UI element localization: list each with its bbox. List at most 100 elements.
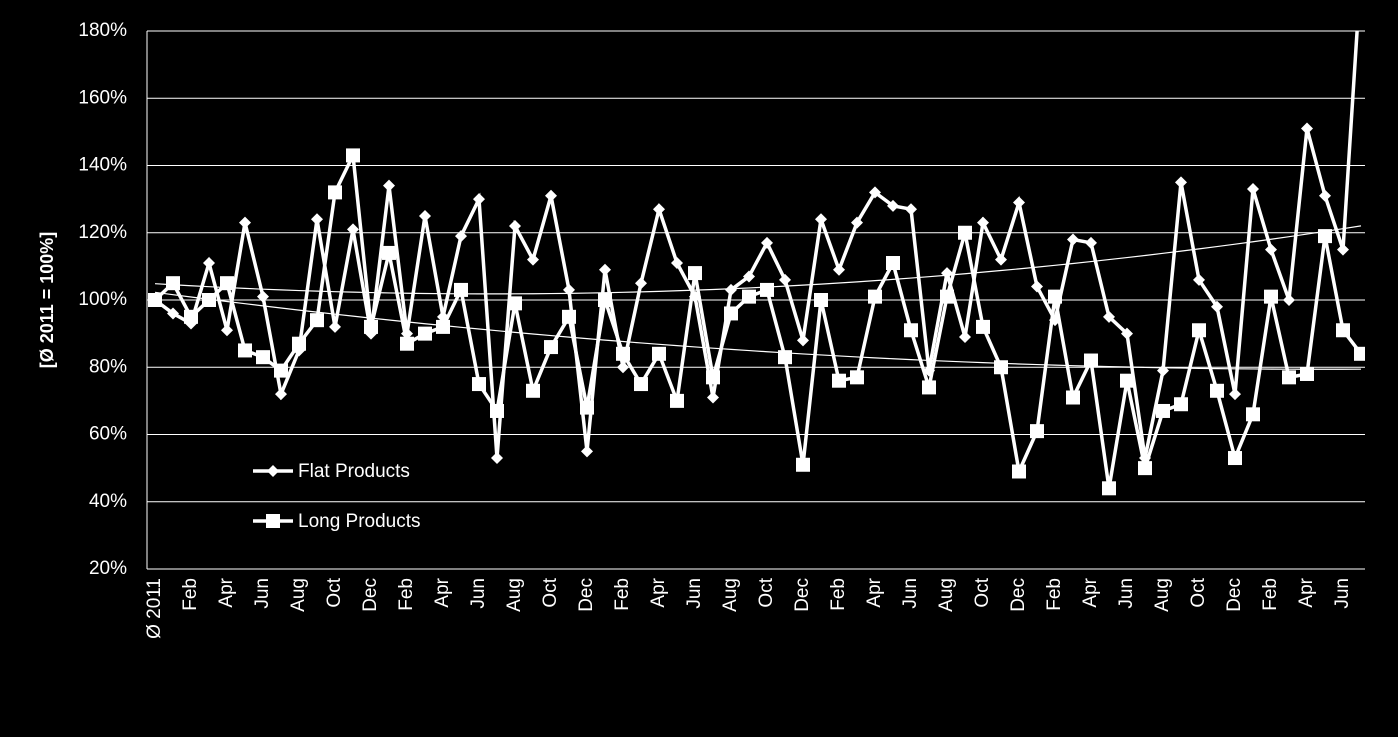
diamond-marker — [599, 263, 611, 276]
square-marker — [1300, 366, 1314, 381]
diamond-marker — [527, 253, 539, 266]
diamond-marker — [347, 223, 359, 236]
diamond-marker — [1301, 122, 1313, 135]
x-tick-label: Apr — [432, 577, 453, 607]
diamond-marker — [239, 216, 251, 229]
square-marker — [562, 309, 576, 324]
x-tick-label: Oct — [1188, 577, 1209, 607]
square-marker — [508, 296, 522, 311]
square-marker — [868, 289, 882, 304]
square-marker — [1318, 229, 1332, 244]
square-marker — [814, 293, 828, 307]
square-marker — [148, 293, 162, 307]
diamond-marker — [1103, 310, 1115, 323]
x-tick-label: Feb — [180, 578, 201, 611]
square-marker — [1120, 373, 1134, 388]
x-tick-label: Aug — [936, 578, 957, 612]
square-marker — [1066, 390, 1080, 405]
x-tick-label: Jun — [252, 578, 273, 609]
x-tick-label: Aug — [720, 578, 741, 612]
diamond-marker — [1067, 233, 1079, 246]
x-tick-label: Jun — [468, 578, 489, 609]
square-marker — [256, 350, 270, 365]
square-marker — [742, 289, 756, 304]
diamond-marker — [1211, 300, 1223, 313]
series-line — [153, 149, 1363, 489]
square-marker — [436, 319, 450, 334]
y-tick-label: 120% — [78, 222, 127, 243]
y-tick-label: 80% — [89, 356, 127, 377]
trendline — [154, 291, 1362, 370]
x-tick-label: Dec — [1008, 578, 1029, 612]
diamond-marker — [779, 273, 791, 286]
x-tick-label: Oct — [324, 577, 345, 607]
diamond-marker — [1247, 183, 1259, 196]
square-marker — [724, 306, 738, 321]
y-tick-label: 20% — [89, 558, 127, 579]
diamond-marker — [1265, 243, 1277, 256]
x-tick-label: Apr — [1080, 577, 1101, 607]
diamond-marker — [1085, 236, 1097, 249]
diamond-marker — [959, 330, 971, 343]
square-marker — [418, 326, 432, 341]
diamond-marker — [707, 391, 719, 404]
x-tick-label: Apr — [864, 577, 885, 607]
x-tick-label: Dec — [360, 578, 381, 612]
square-marker — [1354, 346, 1365, 361]
diamond-marker — [455, 230, 467, 243]
square-marker — [310, 313, 324, 328]
square-marker — [940, 289, 954, 304]
x-tick-label: Feb — [396, 578, 417, 611]
square-marker — [328, 185, 342, 200]
square-marker — [616, 346, 630, 361]
square-marker — [976, 319, 990, 334]
square-marker — [688, 266, 702, 281]
y-tick-label: 140% — [78, 155, 127, 176]
diamond-marker — [545, 189, 557, 202]
x-tick-label: Aug — [504, 578, 525, 612]
square-marker — [580, 400, 594, 415]
square-marker — [238, 343, 252, 358]
square-marker — [886, 256, 900, 271]
diamond-marker — [995, 253, 1007, 266]
x-tick-label: Dec — [792, 578, 813, 612]
square-marker — [652, 346, 666, 361]
square-marker — [400, 336, 414, 351]
trendline — [154, 225, 1362, 295]
diamond-marker — [905, 203, 917, 216]
diamond-marker — [1121, 327, 1133, 340]
y-tick-label: 100% — [78, 289, 127, 310]
square-marker — [1336, 323, 1350, 338]
diamond-marker — [869, 186, 881, 199]
plot-area — [148, 31, 1365, 496]
square-marker — [382, 245, 396, 260]
diamond-marker — [267, 465, 279, 477]
square-marker — [490, 403, 504, 418]
x-tick-label: Ø 2011 — [144, 578, 165, 639]
diamond-marker — [617, 361, 629, 374]
square-marker — [1246, 407, 1260, 422]
y-tick-label: 60% — [89, 424, 127, 445]
diamond-marker — [887, 199, 899, 212]
x-tick-label: Jun — [900, 578, 921, 609]
y-axis-label: [Ø 2011 = 100%] — [37, 232, 57, 369]
diamond-marker — [581, 445, 593, 458]
x-tick-label: Dec — [1224, 578, 1245, 612]
diamond-marker — [257, 290, 269, 303]
square-marker — [1174, 397, 1188, 412]
diamond-marker — [977, 216, 989, 229]
diamond-marker — [815, 213, 827, 226]
x-tick-label: Aug — [288, 578, 309, 612]
diamond-marker — [671, 257, 683, 270]
diamond-marker — [563, 283, 575, 296]
diamond-marker — [509, 220, 521, 233]
square-marker — [1264, 289, 1278, 304]
square-marker — [670, 393, 684, 408]
x-tick-label: Feb — [612, 578, 633, 611]
square-marker — [832, 373, 846, 388]
square-marker — [1156, 403, 1170, 418]
diamond-marker — [491, 452, 503, 465]
square-marker — [958, 225, 972, 240]
diamond-marker — [203, 257, 215, 270]
